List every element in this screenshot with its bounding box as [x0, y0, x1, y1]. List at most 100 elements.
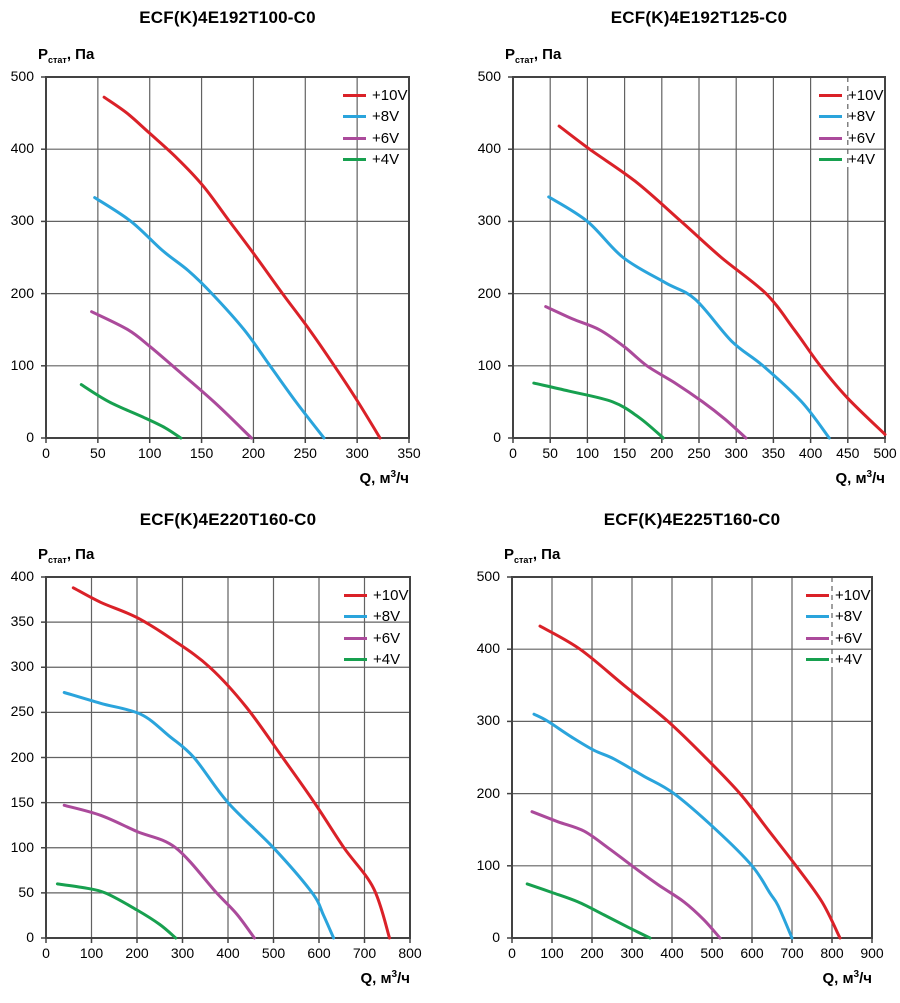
curve-4v — [79, 383, 183, 440]
curve-10v — [557, 124, 887, 436]
x-tick-label: 0 — [42, 945, 50, 961]
y-tick-label: 500 — [477, 68, 501, 84]
legend-swatch-8v — [344, 615, 367, 618]
legend-item-10v: +10V — [819, 85, 883, 105]
x-tick-label: 450 — [836, 445, 860, 461]
x-tick-label: 100 — [575, 445, 600, 461]
y-tick-label: 0 — [26, 429, 34, 445]
legend-label-6v: +6V — [835, 629, 863, 647]
legend-item-6v: +6V — [343, 128, 399, 148]
legend-label-4v: +4V — [848, 151, 876, 168]
curve-10v — [71, 586, 391, 940]
curve-8v — [547, 195, 831, 440]
x-tick-label: 400 — [660, 945, 684, 961]
y-tick-label: 400 — [476, 640, 500, 657]
chart-ecfk4e220t160-c0: ECF(K)4E220T160-C0 Pстат, Па 0 100 200 300 4… — [0, 502, 450, 1003]
legend-swatch-10v — [343, 93, 366, 97]
plot-area: 0 100 200 300 400 500 600 700 800 0 50 100 150 200 250… — [11, 568, 422, 961]
y-tick-label: 200 — [10, 748, 34, 765]
legend-swatch-4v — [343, 158, 366, 161]
x-tick-label: 350 — [761, 445, 786, 461]
y-tick-label: 300 — [477, 212, 501, 229]
x-tick-label: 100 — [540, 945, 564, 961]
x-tick-label: 300 — [724, 445, 748, 461]
x-tick-label: 900 — [860, 945, 884, 961]
x-tick-label: 150 — [612, 445, 637, 461]
y-tick-label: 200 — [477, 284, 501, 301]
x-tick-label: 250 — [293, 445, 317, 461]
curve-10v — [538, 624, 842, 940]
x-tick-label: 150 — [189, 445, 214, 461]
y-tick-label: 400 — [10, 140, 34, 157]
x-tick-label: 200 — [241, 445, 266, 461]
grid — [513, 77, 885, 438]
y-tick-label: 500 — [476, 568, 500, 584]
x-tick-label: 100 — [79, 945, 104, 961]
x-tick-label: 50 — [90, 445, 106, 461]
legend-swatch-4v — [806, 658, 829, 661]
legend-label-4v: +4V — [372, 151, 400, 168]
x-tick-label: 600 — [740, 945, 764, 961]
legend-label-10v: +10V — [835, 586, 871, 604]
legend-label-8v: +8V — [372, 108, 400, 125]
x-tick-label: 200 — [650, 445, 674, 461]
y-tick-label: 400 — [10, 568, 34, 584]
chart-title: ECF(K)4E192T125-C0 — [610, 8, 788, 27]
y-tick-label: 100 — [10, 356, 34, 373]
curve-8v — [93, 196, 326, 440]
x-tick-label: 500 — [873, 445, 897, 461]
y-tick-label: 100 — [477, 356, 501, 373]
chart-title: ECF(K)4E225T160-C0 — [603, 510, 781, 529]
x-axis-label: Q, м3/ч — [360, 969, 410, 987]
curve-6v — [62, 803, 256, 940]
legend-label-8v: +8V — [373, 608, 401, 625]
chart-title: ECF(K)4E192T100-C0 — [139, 8, 316, 27]
y-tick-label: 300 — [10, 658, 34, 675]
legend-swatch-6v — [343, 136, 366, 140]
curve-6v — [544, 305, 748, 440]
plot-border — [511, 576, 873, 939]
legend-item-4v: +4V — [806, 650, 862, 670]
x-axis-label: Q, м3/ч — [835, 469, 885, 487]
curve-6v — [530, 810, 722, 940]
y-tick-label: 150 — [10, 793, 34, 810]
x-tick-label: 50 — [542, 445, 558, 461]
y-tick-label: 300 — [10, 212, 34, 229]
x-tick-label: 700 — [352, 945, 377, 961]
y-tick-label: 250 — [10, 703, 34, 720]
legend-swatch-10v — [344, 593, 367, 597]
x-tick-label: 800 — [820, 945, 844, 961]
x-tick-label: 200 — [580, 945, 604, 961]
chart-ecfk4e225t160-c0: ECF(K)4E225T160-C0 Pстат, Па 0 100 200 300 4… — [450, 502, 900, 1003]
legend-swatch-4v — [819, 158, 842, 161]
legend-label-4v: +4V — [835, 651, 863, 668]
chart-ecfk4e192t125-c0: ECF(K)4E192T125-C0 Pстат, Па 0 50 100 150 20… — [450, 0, 900, 501]
legend-item-6v: +6V — [344, 628, 400, 648]
legend-swatch-10v — [819, 93, 842, 97]
x-tick-label: 250 — [687, 445, 711, 461]
legend-item-10v: +10V — [344, 585, 408, 605]
legend-swatch-10v — [806, 593, 829, 597]
x-tick-label: 400 — [216, 945, 240, 961]
y-tick-label: 0 — [493, 429, 501, 445]
x-tick-label: 500 — [261, 945, 286, 961]
y-axis-label: Pстат, Па — [504, 546, 561, 565]
y-axis-label: Pстат, Па — [38, 546, 95, 565]
y-tick-label: 200 — [10, 284, 34, 301]
x-tick-label: 300 — [345, 445, 369, 461]
y-tick-label: 400 — [477, 140, 501, 157]
legend-item-8v: +8V — [806, 607, 862, 627]
legend-label-10v: +10V — [848, 86, 884, 104]
curve-8v — [62, 691, 336, 940]
y-tick-label: 100 — [10, 838, 34, 855]
legend-label-4v: +4V — [373, 651, 401, 668]
curve-4v — [55, 882, 178, 940]
x-tick-label: 350 — [397, 445, 421, 461]
legend-swatch-8v — [819, 115, 842, 118]
curve-10v — [102, 95, 382, 440]
legend-item-6v: +6V — [819, 128, 875, 148]
axis-ticks — [41, 576, 411, 943]
curve-6v — [90, 310, 253, 440]
plot-area: 0 50 100 150 200 250 300 350 0 100 200 300 400 500 +10… — [11, 68, 421, 461]
plot-svg — [507, 576, 873, 943]
